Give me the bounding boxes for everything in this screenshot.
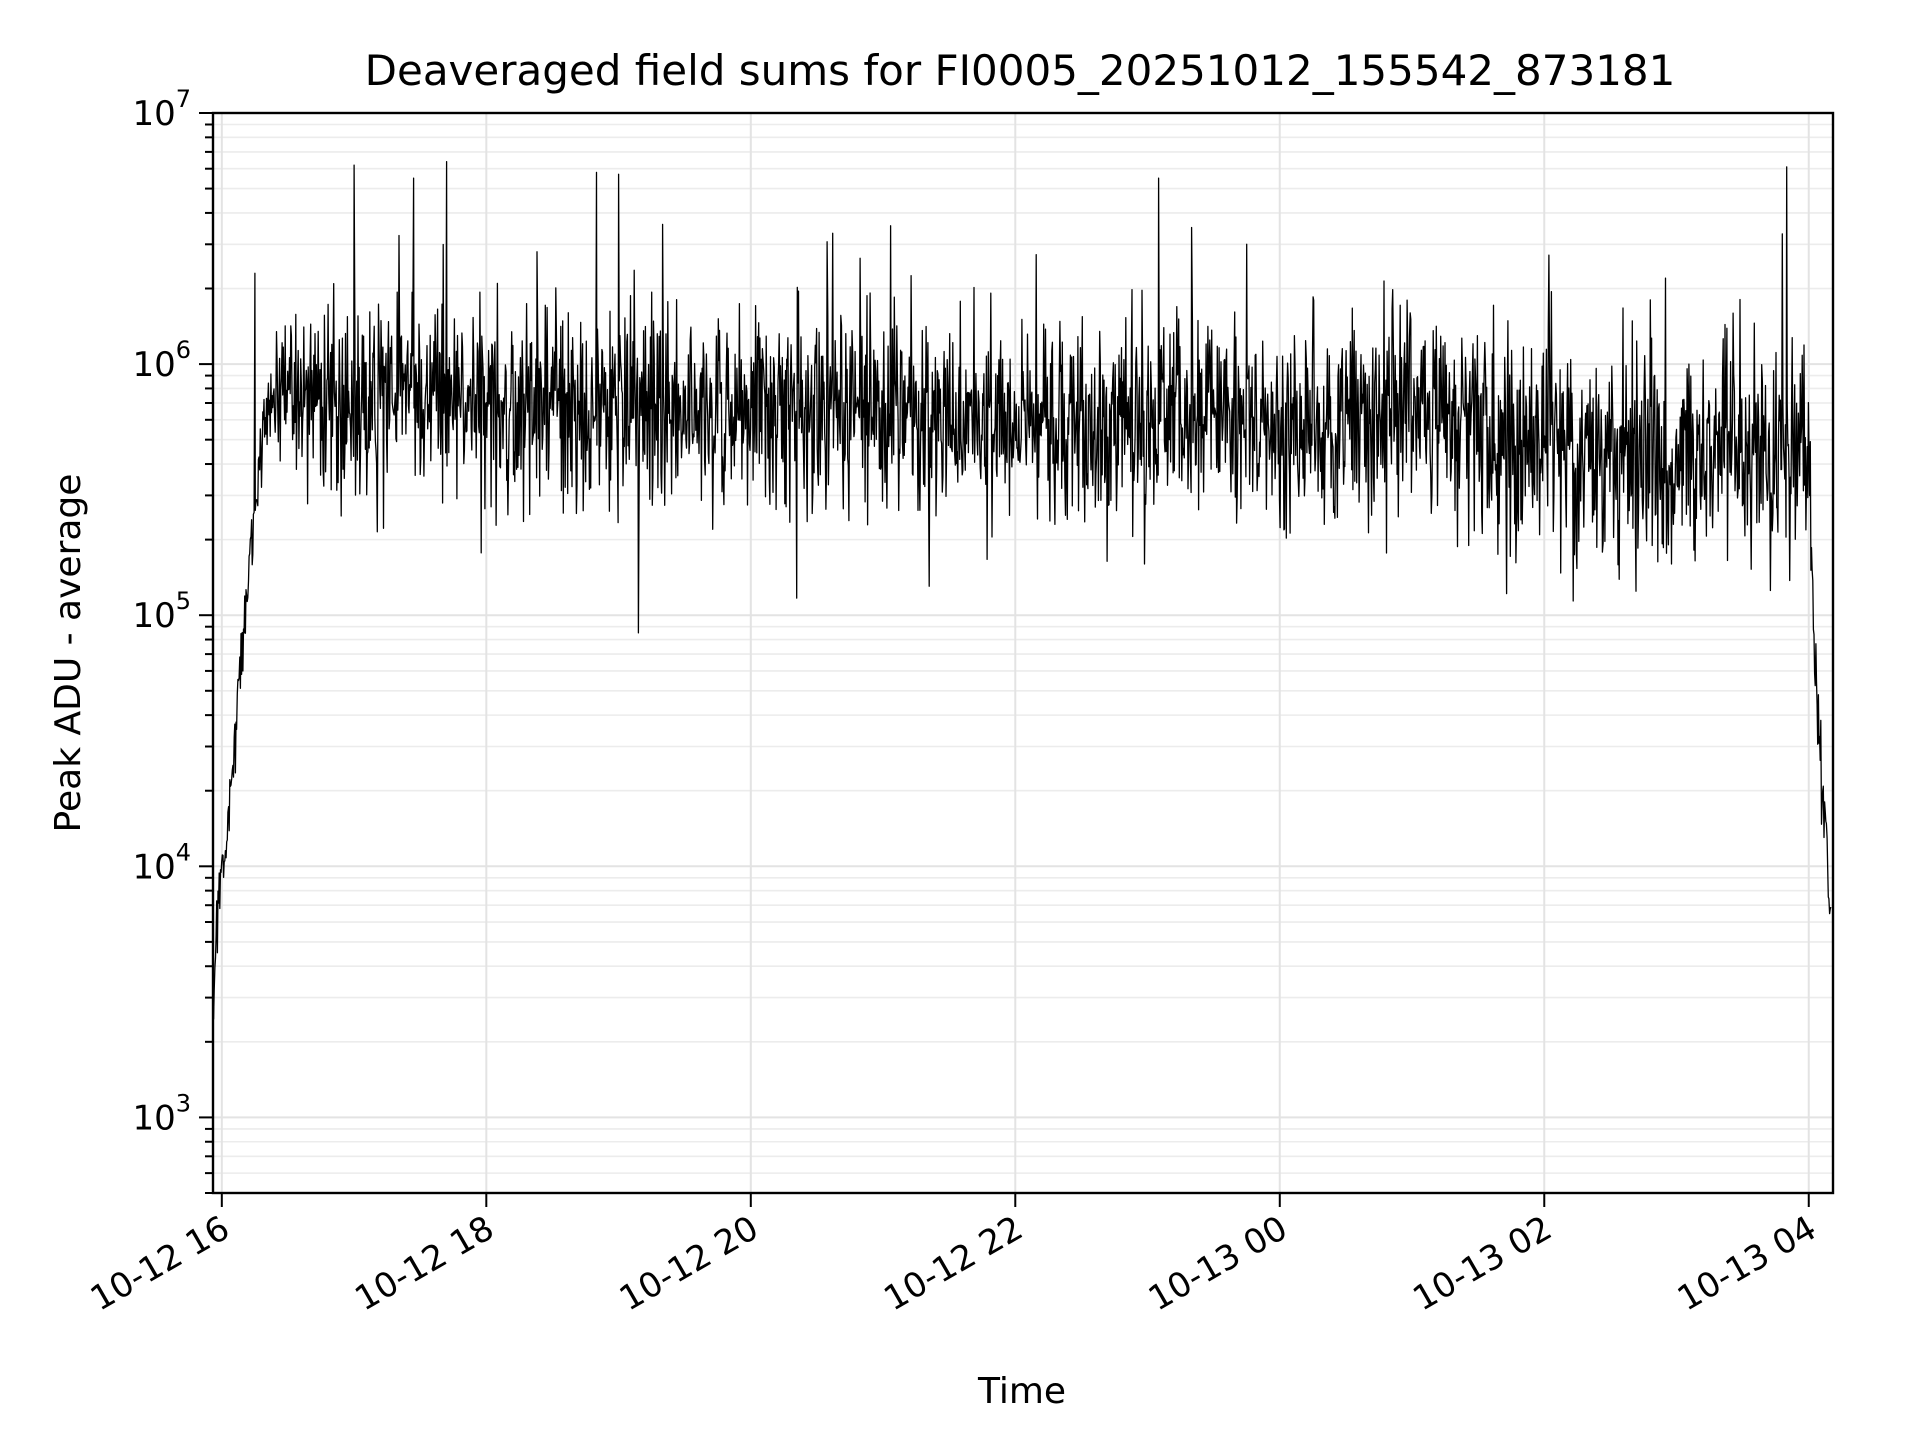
y-tick-label: 107 xyxy=(132,85,191,134)
y-tick-label: 104 xyxy=(132,838,191,887)
y-tick-label: 105 xyxy=(132,587,191,636)
plot-frame xyxy=(211,111,1835,1195)
chart-title: Deaveraged field sums for FI0005_2025101… xyxy=(365,46,1676,95)
plot-series xyxy=(212,161,1832,1020)
grid xyxy=(213,112,1833,1194)
y-axis-label: Peak ADU - average xyxy=(48,474,89,833)
x-axis-label: Time xyxy=(977,1371,1066,1412)
y-axis: 103 104 105 106 107 xyxy=(132,85,213,1194)
y-tick-label: 106 xyxy=(132,336,191,385)
y-tick-label: 103 xyxy=(132,1089,191,1138)
series-line xyxy=(212,161,1832,1020)
